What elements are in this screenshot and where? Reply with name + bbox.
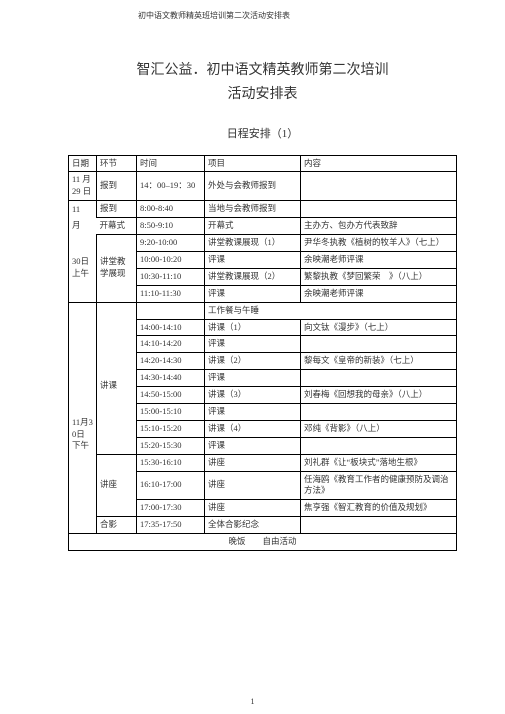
cell-proj: 讲堂教课展现（1） [205, 235, 301, 252]
cell-cont: 邓纯《背影》（八上） [301, 420, 457, 437]
cell-proj: 评课 [205, 285, 301, 302]
cell-proj: 讲课（2） [205, 353, 301, 370]
cell-date: 11月30日下午 [69, 336, 97, 534]
cell-seg: 讲堂教学展现 [97, 235, 137, 303]
cell-date: 11 月29 日 [69, 172, 97, 201]
cell-time: 10:30-11:10 [137, 268, 205, 285]
cell-time: 15:10-15:20 [137, 420, 205, 437]
cell-cont [301, 517, 457, 534]
main-title: 智汇公益．初中语文精英教师第二次培训 活动安排表 [68, 59, 457, 107]
title-line-1: 智汇公益．初中语文精英教师第二次培训 [137, 63, 389, 78]
cell-empty [137, 302, 205, 319]
cell-cont: 焦亨强《智汇教育的价值及规划》 [301, 500, 457, 517]
cell-time: 11:10-11:30 [137, 285, 205, 302]
schedule-table: 日期 环节 时间 项目 内容 11 月29 日 报到 14：00–19：30 外… [68, 155, 457, 551]
cell-proj: 讲堂教课展现（2） [205, 268, 301, 285]
lunch-row: 工作餐与午睡 [69, 302, 457, 319]
cell-time: 14:30-14:40 [137, 370, 205, 387]
cell-seg: 报到 [97, 172, 137, 201]
cell-time: 15:00-15:10 [137, 403, 205, 420]
cell-proj: 当地与会教师报到 [205, 201, 301, 218]
cell-cont [301, 172, 457, 201]
page-number: 1 [0, 697, 505, 706]
cell-time: 14：00–19：30 [137, 172, 205, 201]
cell-proj: 评课 [205, 437, 301, 454]
cell-time: 14:20-14:30 [137, 353, 205, 370]
table-header-row: 日期 环节 时间 项目 内容 [69, 155, 457, 172]
col-date: 日期 [69, 155, 97, 172]
cell-time: 8:00-8:40 [137, 201, 205, 218]
cell-time: 15:30-16:10 [137, 454, 205, 471]
cell-proj: 评课 [205, 370, 301, 387]
cell-time: 16:10-17:00 [137, 471, 205, 500]
cell-proj: 外处与会教师报到 [205, 172, 301, 201]
cell-proj: 全体合影纪念 [205, 517, 301, 534]
cell-empty [69, 319, 97, 336]
table-row: 讲课 14:00-14:10 讲课（1） 向文钛《漫步》（七上） [69, 319, 457, 336]
col-project: 项目 [205, 155, 301, 172]
cell-cont [301, 403, 457, 420]
cell-seg: 开幕式 [97, 218, 137, 235]
cell-cont [301, 336, 457, 353]
cell-lunch: 工作餐与午睡 [205, 302, 457, 319]
cell-proj: 讲座 [205, 471, 301, 500]
cell-time: 17:00-17:30 [137, 500, 205, 517]
cell-seg: 报到 [97, 201, 137, 218]
cell-cont: 尹华冬执教《植树的牧羊人》（七上） [301, 235, 457, 252]
cell-proj: 评课 [205, 251, 301, 268]
cell-cont: 余映潮老师评课 [301, 285, 457, 302]
cell-time: 17:35-17:50 [137, 517, 205, 534]
cell-date: 11 [69, 201, 97, 218]
cell-time: 9:20-10:00 [137, 235, 205, 252]
cell-proj: 开幕式 [205, 218, 301, 235]
cell-cont: 任海鸥《教育工作者的健康预防及调治方法》 [301, 471, 457, 500]
cell-time: 14:00-14:10 [137, 319, 205, 336]
cell-time: 10:00-10:20 [137, 251, 205, 268]
title-line-2: 活动安排表 [228, 87, 298, 102]
cell-cont: 黎每文《皇帝的新装》（七上） [301, 353, 457, 370]
table-row: 11 报到 8:00-8:40 当地与会教师报到 [69, 201, 457, 218]
cell-cont [301, 201, 457, 218]
table-row: 合影 17:35-17:50 全体合影纪念 [69, 517, 457, 534]
cell-proj: 讲座 [205, 500, 301, 517]
col-content: 内容 [301, 155, 457, 172]
cell-seg: 讲座 [97, 454, 137, 517]
cell-cont: 繁黎执教《梦回繁荣 》（八上） [301, 268, 457, 285]
cell-cont: 主办方、包办方代表致辞 [301, 218, 457, 235]
table-row: 月 开幕式 8:50-9:10 开幕式 主办方、包办方代表致辞 [69, 218, 457, 235]
cell-proj: 讲课（4） [205, 420, 301, 437]
cell-cont: 刘礼群《让“板块式”落地生根》 [301, 454, 457, 471]
cell-empty [97, 302, 137, 319]
cell-date: 30日上午 [69, 235, 97, 303]
cell-time: 14:50-15:00 [137, 387, 205, 404]
cell-proj: 讲座 [205, 454, 301, 471]
table-row: 30日上午 讲堂教学展现 9:20-10:00 讲堂教课展现（1） 尹华冬执教《… [69, 235, 457, 252]
cell-cont [301, 437, 457, 454]
cell-cont: 向文钛《漫步》（七上） [301, 319, 457, 336]
cell-seg: 讲课 [97, 319, 137, 454]
running-header: 初中语文教师精英班培训第二次活动安排表 [138, 10, 457, 21]
cell-seg: 合影 [97, 517, 137, 534]
cell-dinner: 晚饭 自由活动 [69, 534, 457, 551]
cell-time: 8:50-9:10 [137, 218, 205, 235]
cell-time: 14:10-14:20 [137, 336, 205, 353]
cell-cont [301, 370, 457, 387]
schedule-subtitle: 日程安排（1） [68, 125, 457, 141]
cell-time: 15:20-15:30 [137, 437, 205, 454]
table-row: 讲座 15:30-16:10 讲座 刘礼群《让“板块式”落地生根》 [69, 454, 457, 471]
col-segment: 环节 [97, 155, 137, 172]
cell-proj: 讲课（3） [205, 387, 301, 404]
cell-cont: 刘春梅《回想我的母亲》（八上） [301, 387, 457, 404]
cell-proj: 讲课（1） [205, 319, 301, 336]
table-row: 11 月29 日 报到 14：00–19：30 外处与会教师报到 [69, 172, 457, 201]
dinner-row: 晚饭 自由活动 [69, 534, 457, 551]
document-page: 初中语文教师精英班培训第二次活动安排表 智汇公益．初中语文精英教师第二次培训 活… [0, 0, 505, 714]
cell-proj: 评课 [205, 336, 301, 353]
col-time: 时间 [137, 155, 205, 172]
cell-proj: 评课 [205, 403, 301, 420]
cell-empty [69, 302, 97, 319]
cell-cont: 余映潮老师评课 [301, 251, 457, 268]
cell-date: 月 [69, 218, 97, 235]
